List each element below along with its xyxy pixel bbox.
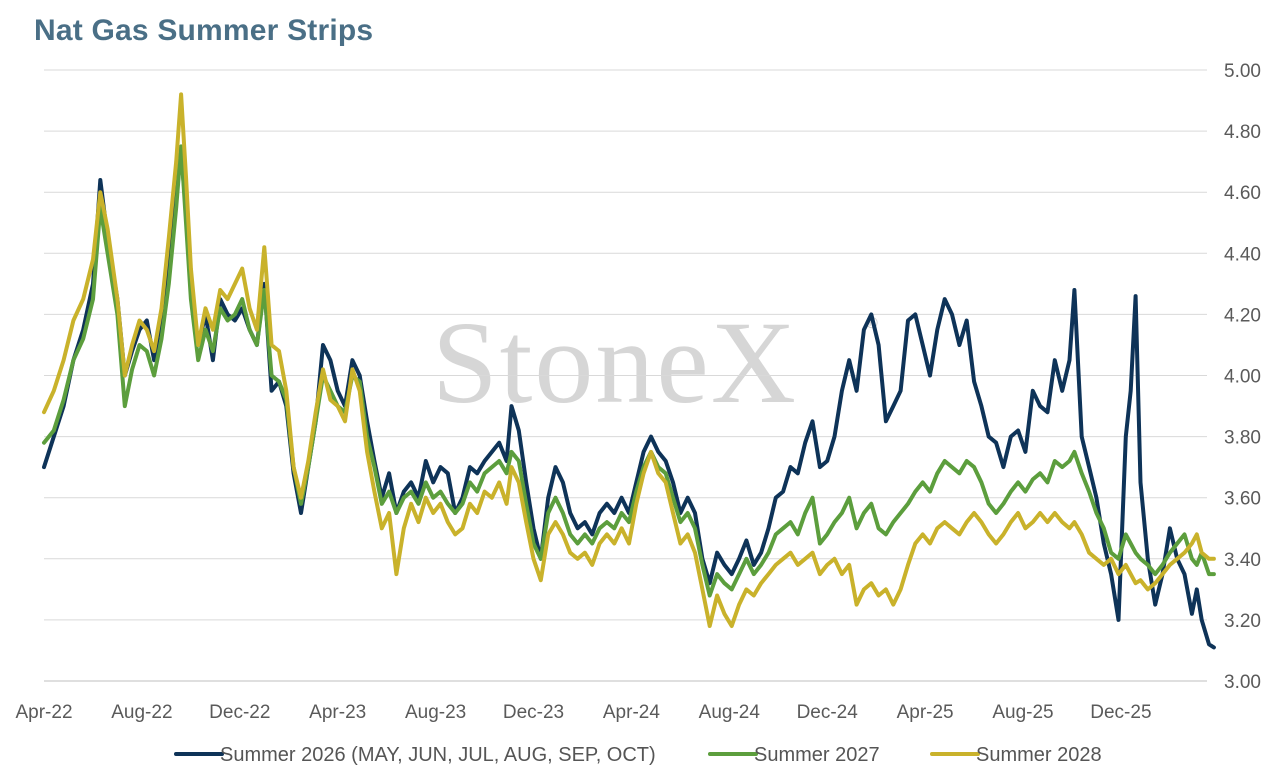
x-tick-label: Apr-24	[603, 702, 660, 723]
legend-item: Summer 2027	[708, 744, 880, 766]
x-tick-label: Aug-23	[405, 702, 466, 723]
y-tick-label: 4.40	[1224, 244, 1261, 265]
x-tick-label: Dec-23	[503, 702, 564, 723]
series-line-2	[42, 144, 1216, 598]
y-tick-label: 3.60	[1224, 489, 1261, 510]
x-tick-label: Apr-25	[897, 702, 954, 723]
y-tick-label: 4.00	[1224, 367, 1261, 388]
legend: Summer 2026 (MAY, JUN, JUL, AUG, SEP, OC…	[174, 744, 1102, 766]
x-tick-label: Apr-22	[15, 702, 72, 723]
x-tick-label: Dec-22	[209, 702, 270, 723]
x-tick-label: Aug-25	[992, 702, 1053, 723]
y-tick-label: 3.40	[1224, 550, 1261, 571]
legend-label: Summer 2028	[976, 744, 1102, 766]
y-tick-label: 4.80	[1224, 122, 1261, 143]
watermark: StoneX	[432, 297, 798, 428]
y-tick-label: 5.00	[1224, 61, 1261, 82]
series-lines	[42, 92, 1216, 650]
y-tick-label: 3.00	[1224, 672, 1261, 693]
y-tick-label: 4.60	[1224, 183, 1261, 204]
y-tick-label: 3.80	[1224, 428, 1261, 449]
y-tick-label: 3.20	[1224, 611, 1261, 632]
x-tick-label: Aug-22	[111, 702, 172, 723]
legend-label: Summer 2027	[754, 744, 880, 766]
x-tick-label: Dec-24	[797, 702, 859, 723]
legend-item: Summer 2028	[930, 744, 1102, 766]
legend-label: Summer 2026 (MAY, JUN, JUL, AUG, SEP, OC…	[220, 744, 656, 766]
y-tick-label: 4.20	[1224, 305, 1261, 326]
x-tick-label: Dec-25	[1090, 702, 1151, 723]
x-axis-ticks: Apr-22 Aug-22 Dec-22 Apr-23 Aug-23 Dec-23 Apr-…	[15, 702, 1151, 723]
series-line-3	[42, 92, 1216, 628]
chart-title: Nat Gas Summer Strips	[34, 14, 374, 47]
x-tick-label: Aug-24	[699, 702, 761, 723]
gridlines	[44, 69, 1207, 682]
x-tick-label: Apr-23	[309, 702, 366, 723]
legend-item: Summer 2026 (MAY, JUN, JUL, AUG, SEP, OC…	[174, 744, 656, 766]
y-axis-ticks: 5.00 4.80 4.60 4.40 4.20 4.00 3.80 3.60 3.40 3.20…	[1224, 61, 1261, 693]
